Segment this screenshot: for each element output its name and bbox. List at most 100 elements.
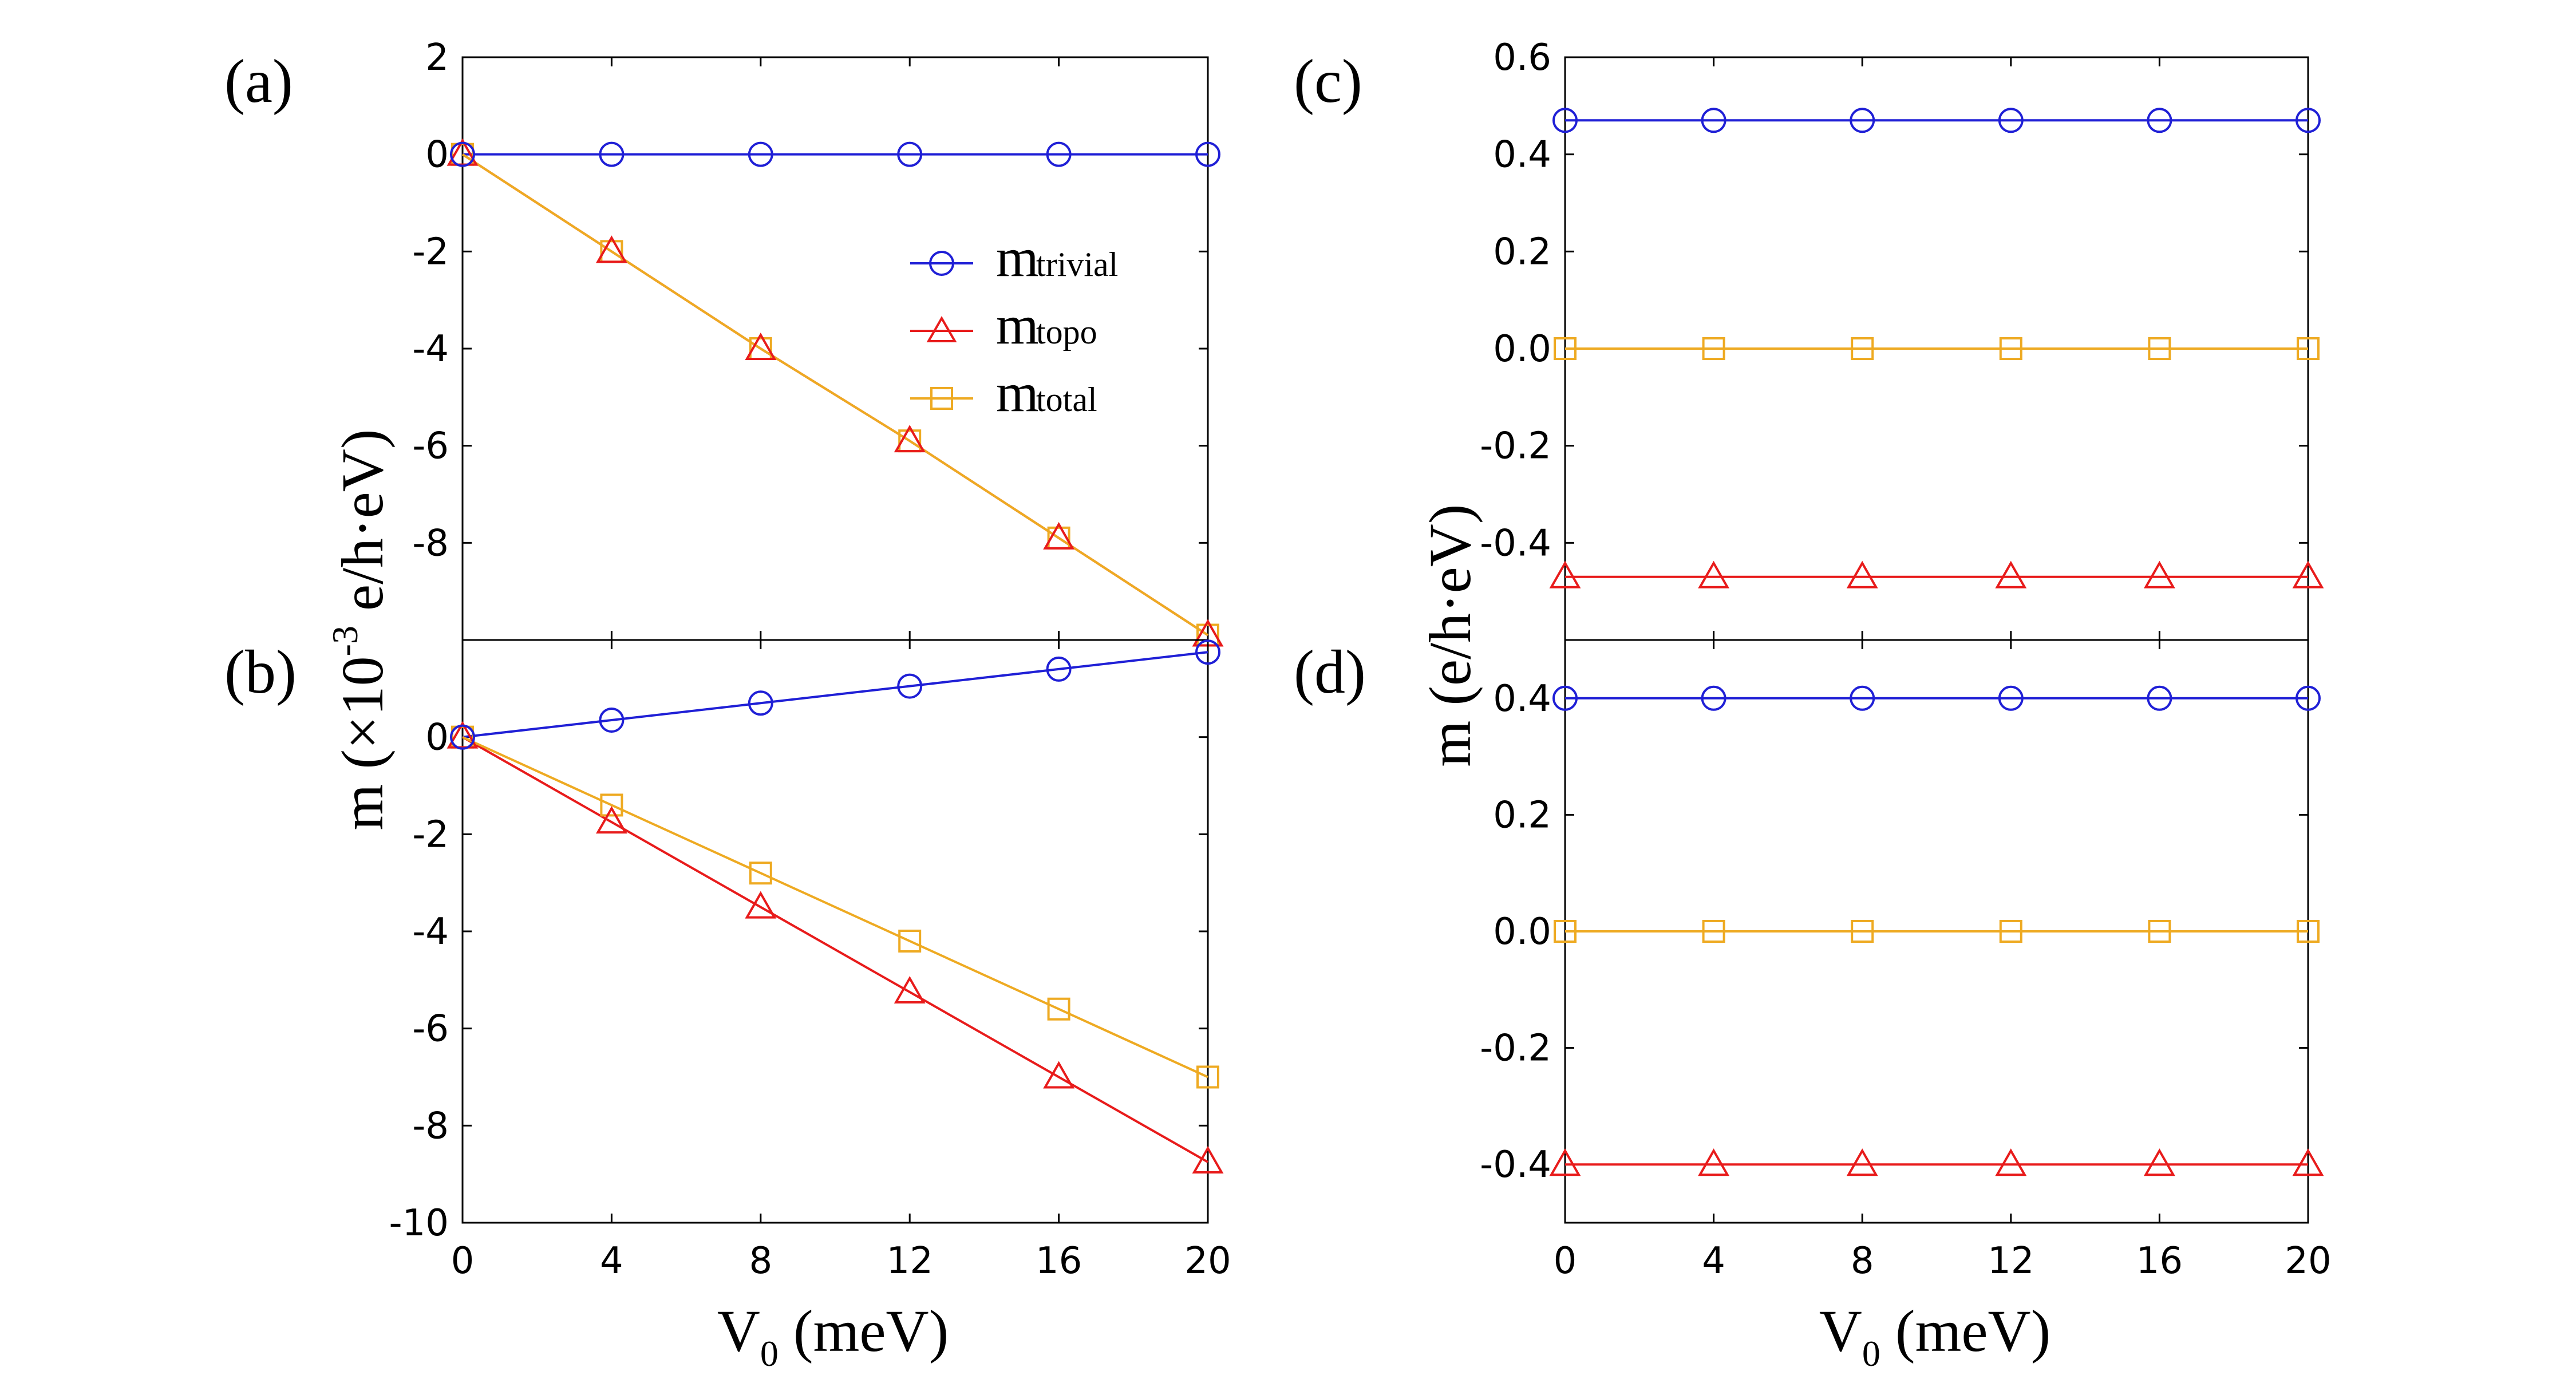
legend-label-total: total: [1036, 381, 1097, 418]
data-point-trivial-c: [2147, 108, 2172, 133]
y-tick-label-b: -2: [412, 813, 449, 856]
y-tick-label-c: -0.2: [1480, 425, 1551, 468]
data-point-topo-d: [1846, 1148, 1878, 1176]
data-point-topo-d: [2143, 1148, 2175, 1176]
series-line-topo-b: [462, 736, 1208, 1163]
legend-label-trivial: trivial: [1036, 246, 1118, 283]
data-point-total-c: [1554, 337, 1577, 360]
x-tick-label-d: 12: [1988, 1240, 2034, 1282]
data-point-trivial-d: [1552, 685, 1578, 711]
data-point-trivial-b: [897, 673, 923, 699]
x-tick-label-d: 20: [2285, 1240, 2331, 1282]
data-point-trivial-d: [1850, 685, 1875, 711]
data-point-total-c: [2297, 337, 2320, 360]
legend-marker-total: [930, 387, 953, 410]
data-point-total-d: [1702, 920, 1725, 943]
y-tick-label-b: -4: [412, 911, 449, 953]
panel-a: 2 0 -2 -4 -6 -8 (a): [224, 37, 1224, 647]
data-point-trivial-c: [1552, 108, 1578, 133]
y-tick-label-a: -2: [412, 231, 449, 273]
data-point-topo-c: [2292, 560, 2324, 588]
data-point-topo-c: [2143, 560, 2175, 588]
right-ylabel: m (e/h·eV): [1417, 504, 1483, 766]
data-point-total-d: [1554, 920, 1577, 943]
y-tick-label-b: -8: [412, 1105, 449, 1147]
legend-symbol-total: m: [996, 362, 1039, 423]
data-point-topo-d: [1995, 1148, 2027, 1176]
series-line-total-a: [461, 153, 1209, 637]
data-point-topo-b: [745, 891, 777, 919]
legend-symbol-topo: m: [996, 294, 1039, 355]
y-tick-label-c: 0.0: [1493, 328, 1551, 370]
y-tick-label-c: -0.4: [1480, 522, 1551, 564]
panel-label-b: (b): [224, 638, 297, 706]
x-tick-label-d: 0: [1554, 1240, 1577, 1282]
data-point-total-c: [1702, 337, 1725, 360]
x-tick-label-d: 8: [1851, 1240, 1874, 1282]
data-point-topo-a: [595, 235, 627, 263]
data-point-total-d: [1851, 920, 1874, 943]
data-point-trivial-a: [1195, 141, 1220, 167]
plot-area: 20-2-4-6-8(a)0-2-4-6-8-100 4 8 12 16 20(b)0.6…: [224, 37, 2332, 1282]
data-point-trivial-b: [599, 707, 625, 733]
data-point-total-b: [898, 929, 922, 953]
data-point-topo-c: [1549, 560, 1581, 588]
y-tick-label-c: 0.6: [1493, 37, 1551, 79]
data-point-total-d: [2297, 920, 2320, 943]
data-point-trivial-c: [1701, 108, 1726, 133]
y-tick-label-c: 0.2: [1493, 231, 1551, 273]
legend-marker-topo: [926, 315, 957, 342]
data-point-topo-a: [894, 425, 926, 453]
right-xlabel: V0 (meV): [1819, 1298, 2051, 1374]
data-point-trivial-b: [748, 690, 773, 716]
panel-label-a: (a): [224, 48, 293, 116]
data-point-trivial-d: [2147, 685, 2172, 711]
x-tick-label-b: 8: [749, 1240, 772, 1282]
data-point-topo-b: [1043, 1061, 1075, 1089]
legend-item-topo: m topo: [910, 294, 1097, 355]
legend-symbol-trivial: m: [996, 227, 1039, 288]
x-tick-label-d: 4: [1702, 1240, 1725, 1282]
legend: m trivial m topo m total: [910, 227, 1118, 423]
y-tick-label-a: 0: [425, 134, 449, 176]
panel-label-d: (d): [1294, 638, 1366, 706]
y-tick-label-a: -6: [412, 425, 449, 468]
data-point-trivial-d: [2296, 685, 2321, 711]
x-tick-label-b: 4: [600, 1240, 623, 1282]
y-tick-label-b: -6: [412, 1008, 449, 1050]
panel-d: 0.4 0.2 0.0 -0.2 -0.4 0 4 8 12 16 20 (d): [1294, 638, 2332, 1282]
data-point-trivial-c: [1850, 108, 1875, 133]
series-line-trivial-b: [462, 651, 1208, 738]
y-tick-label-b: 0: [425, 717, 449, 759]
y-tick-label-d: 0.0: [1493, 911, 1551, 953]
data-point-topo-a: [1043, 521, 1075, 550]
data-point-topo-b: [595, 806, 627, 834]
y-tick-label-a: 2: [425, 37, 449, 79]
legend-marker-trivial: [929, 251, 954, 276]
data-point-total-b: [1196, 1065, 1219, 1089]
y-tick-label-a: -4: [412, 328, 449, 370]
x-tick-label-b: 16: [1036, 1240, 1082, 1282]
data-point-trivial-b: [1195, 639, 1220, 665]
data-point-trivial-a: [599, 141, 625, 167]
y-tick-label-a: -8: [412, 522, 449, 564]
y-tick-label-d: 0.2: [1493, 794, 1551, 836]
data-point-total-c: [2148, 337, 2171, 360]
data-point-trivial-c: [2296, 108, 2321, 133]
data-point-total-c: [1999, 337, 2022, 360]
x-tick-label-b: 0: [451, 1240, 475, 1282]
x-tick-label-d: 16: [2136, 1240, 2183, 1282]
legend-label-topo: topo: [1036, 313, 1097, 351]
data-point-total-b: [749, 862, 772, 885]
data-point-total-d: [1999, 920, 2022, 943]
data-point-trivial-a: [748, 141, 773, 167]
y-tick-label-c: 0.4: [1493, 134, 1551, 176]
y-tick-label-d: -0.2: [1480, 1028, 1551, 1070]
data-point-total-b: [600, 793, 623, 817]
data-point-trivial-a: [1046, 141, 1072, 167]
y-tick-label-d: 0.4: [1493, 678, 1551, 720]
data-point-total-b: [1047, 997, 1070, 1021]
data-point-trivial-d: [1701, 685, 1726, 711]
left-ylabel: m (×10-3 e/h·eV): [325, 429, 396, 830]
